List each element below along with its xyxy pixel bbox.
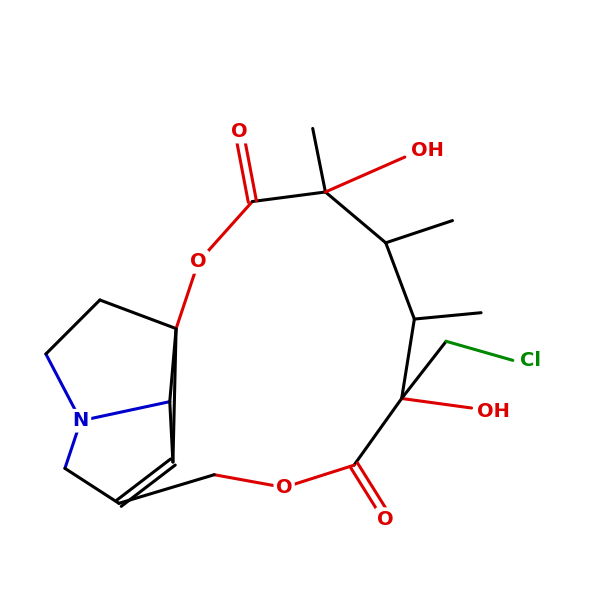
Text: Cl: Cl xyxy=(520,351,541,370)
Text: OH: OH xyxy=(410,141,443,160)
Text: N: N xyxy=(73,411,89,430)
Text: O: O xyxy=(190,253,206,271)
Text: O: O xyxy=(232,122,248,141)
Text: O: O xyxy=(276,478,292,497)
Text: O: O xyxy=(377,509,394,529)
Text: OH: OH xyxy=(478,401,510,421)
